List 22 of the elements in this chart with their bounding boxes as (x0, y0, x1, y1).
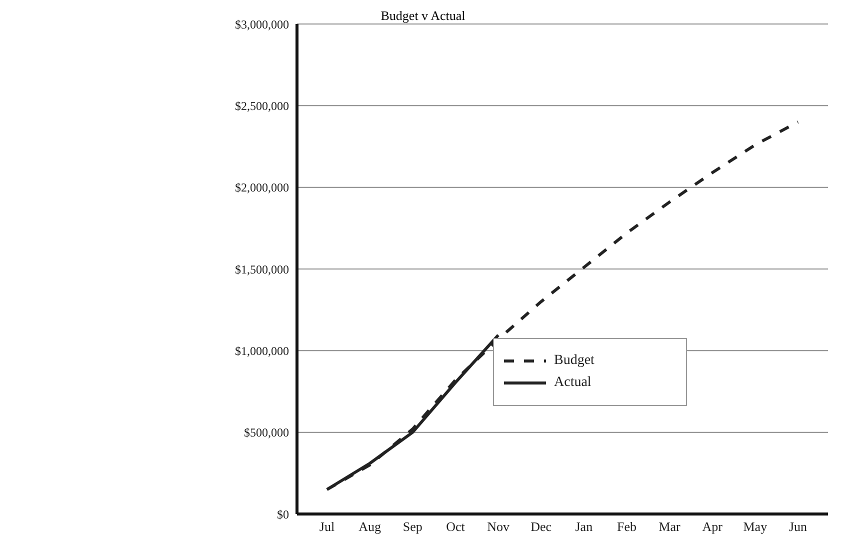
x-tick-label: Jul (319, 519, 335, 534)
y-tick-label: $500,000 (244, 426, 289, 440)
legend-label: Actual (554, 375, 592, 391)
x-tick-label: Apr (702, 519, 724, 534)
x-tick-label: May (743, 519, 768, 534)
x-tick-label: Nov (487, 519, 510, 534)
x-tick-label: Mar (658, 519, 682, 534)
y-tick-label: $1,000,000 (235, 344, 289, 358)
x-tick-label: Jan (575, 519, 594, 534)
y-tick-label: $2,500,000 (235, 98, 289, 113)
y-tick-label: $0 (277, 507, 289, 522)
x-tick-label: Oct (446, 519, 466, 534)
x-tick-label: Aug (358, 519, 382, 534)
y-tick-label: $1,500,000 (235, 262, 289, 276)
x-tick-label: Jun (788, 519, 808, 534)
y-tick-label: $2,000,000 (235, 180, 289, 195)
x-tick-label: Dec (530, 519, 552, 534)
chart-title: Budget v Actual (380, 8, 466, 23)
x-tick-label: Feb (616, 519, 636, 534)
y-tick-label: $3,000,000 (235, 17, 289, 32)
x-tick-label: Sep (402, 519, 422, 534)
legend-label: Budget (554, 353, 594, 369)
